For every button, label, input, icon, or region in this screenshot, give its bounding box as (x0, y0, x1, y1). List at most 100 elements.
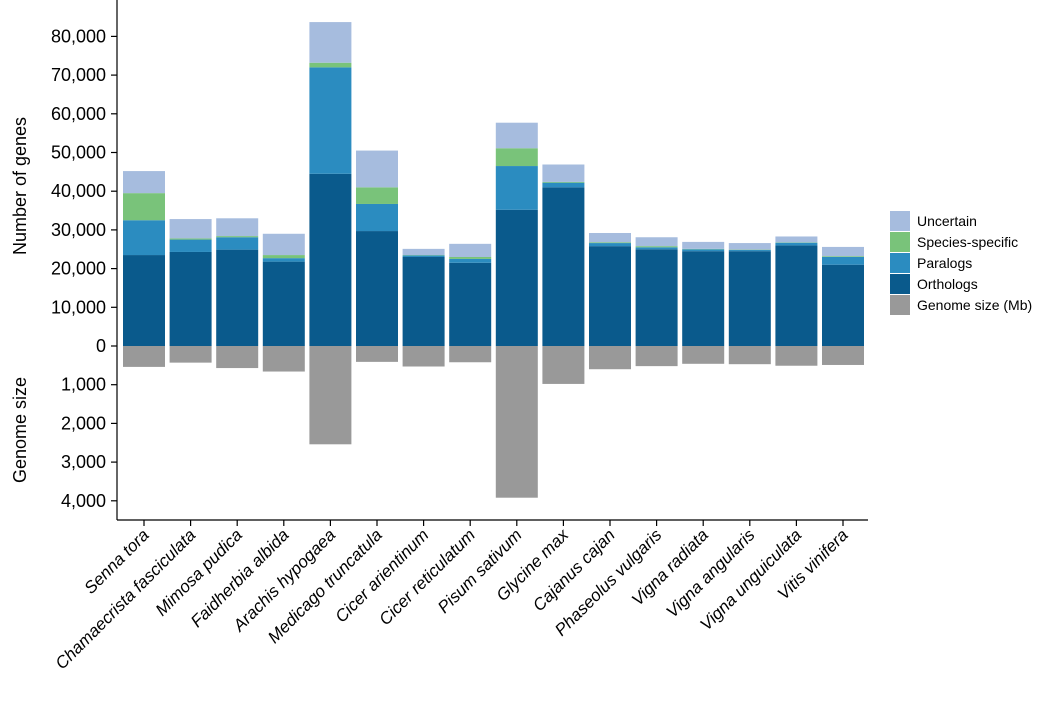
bar-segment-species-specific (635, 246, 678, 248)
bar-segment-paralogs (309, 67, 352, 174)
y-tick-label: 10,000 (51, 297, 106, 317)
bar-segment-paralogs (682, 249, 725, 252)
bar-segment-uncertain (309, 22, 352, 63)
bar-genome-size (635, 346, 678, 367)
bar-genome-size (356, 346, 398, 362)
legend: Uncertain Species-specific Paralogs Ortholo… (890, 211, 1032, 315)
y-tick-label: 20,000 (51, 259, 106, 279)
bar-segment-uncertain (728, 243, 771, 250)
bar-segment-uncertain (495, 122, 538, 149)
bar-segment-paralogs (728, 250, 771, 252)
y-tick-label: 50,000 (51, 143, 106, 163)
bar-segment-species-specific (216, 236, 259, 238)
axes-layer (116, 0, 868, 521)
x-category-label: Cajanus cajan (529, 525, 619, 615)
bar-segment-species-specific (123, 193, 165, 221)
bar-segment-orthologs (635, 249, 678, 346)
y-tick-label: 30,000 (51, 220, 106, 240)
legend-label: Paralogs (917, 255, 972, 271)
bar-segment-species-specific (262, 255, 305, 259)
bar-segment-orthologs (309, 173, 352, 346)
bar-genome-size (123, 346, 165, 367)
bar-segment-orthologs (356, 231, 398, 346)
legend-swatch (890, 253, 910, 273)
bar-segment-uncertain (635, 237, 678, 247)
bar-segment-paralogs (775, 242, 818, 246)
bar-segment-uncertain (542, 164, 585, 182)
bar-segment-orthologs (216, 249, 259, 346)
bar-segment-uncertain (169, 219, 212, 239)
bar-genome-size (822, 346, 864, 365)
bar-segment-uncertain (822, 246, 864, 257)
bar-genome-size (169, 346, 212, 363)
bar-segment-paralogs (123, 220, 165, 256)
y-tick-label: 3,000 (61, 452, 106, 472)
bar-segment-orthologs (495, 209, 538, 346)
bar-segment-orthologs (542, 187, 585, 346)
bar-segment-orthologs (775, 245, 818, 346)
y-tick-label: 60,000 (51, 104, 106, 124)
y-tick-label: 70,000 (51, 65, 106, 85)
bar-segment-orthologs (822, 264, 864, 346)
bar-segment-paralogs (495, 166, 538, 210)
bar-genome-size (775, 346, 818, 366)
bar-segment-orthologs (169, 251, 212, 346)
y-tick-label: 2,000 (61, 413, 106, 433)
bar-segment-paralogs (589, 243, 631, 247)
bar-segment-uncertain (682, 241, 725, 249)
bar-segment-paralogs (542, 182, 585, 188)
legend-swatch (890, 274, 910, 294)
legend-swatch (890, 211, 910, 231)
bar-genome-size (728, 346, 771, 365)
bars-layer (123, 22, 864, 498)
y-tick-label: 0 (96, 336, 106, 356)
legend-label: Uncertain (917, 213, 977, 229)
bar-segment-species-specific (356, 187, 398, 204)
bar-segment-uncertain (589, 232, 631, 243)
bar-genome-size (589, 346, 631, 370)
legend-label: Species-specific (917, 234, 1018, 250)
bar-segment-uncertain (356, 150, 398, 188)
bar-genome-size (309, 346, 352, 445)
bar-segment-species-specific (495, 148, 538, 167)
bar-segment-orthologs (449, 262, 492, 346)
bar-segment-species-specific (309, 62, 352, 68)
bar-genome-size (542, 346, 585, 384)
bar-genome-size (682, 346, 725, 364)
bar-genome-size (495, 346, 538, 498)
bar-segment-paralogs (822, 256, 864, 265)
legend-label: Genome size (Mb) (917, 297, 1032, 313)
y-axis-title-genes: Number of genes (10, 117, 30, 255)
bar-segment-species-specific (589, 242, 631, 244)
bar-segment-uncertain (123, 171, 165, 194)
bar-segment-paralogs (356, 203, 398, 232)
bar-genome-size (449, 346, 492, 363)
legend-swatch (890, 295, 910, 315)
y-ticks-layer: 0 10,000 20,000 30,000 40,000 50,000 60,000 70,… (51, 26, 117, 511)
bar-segment-uncertain (262, 233, 305, 256)
bar-segment-orthologs (402, 256, 445, 346)
bar-segment-orthologs (123, 255, 165, 346)
y-tick-label: 80,000 (51, 26, 106, 46)
bar-genome-size (262, 346, 305, 372)
y-tick-label: 4,000 (61, 491, 106, 511)
bar-segment-species-specific (169, 238, 212, 240)
legend-swatch (890, 232, 910, 252)
bar-segment-orthologs (589, 246, 631, 346)
bar-genome-size (216, 346, 259, 369)
bar-genome-size (402, 346, 445, 367)
bar-segment-paralogs (449, 258, 492, 263)
bar-segment-uncertain (216, 218, 259, 237)
bar-segment-uncertain (402, 248, 445, 256)
y-axis-title-genome-size: Genome size (10, 377, 30, 483)
bar-segment-orthologs (262, 261, 305, 346)
bar-segment-paralogs (169, 239, 212, 252)
bar-segment-species-specific (449, 256, 492, 259)
bar-segment-orthologs (728, 251, 771, 346)
bar-segment-uncertain (775, 236, 818, 243)
bar-segment-orthologs (682, 251, 725, 346)
bar-segment-species-specific (822, 256, 864, 257)
y-tick-label: 40,000 (51, 181, 106, 201)
